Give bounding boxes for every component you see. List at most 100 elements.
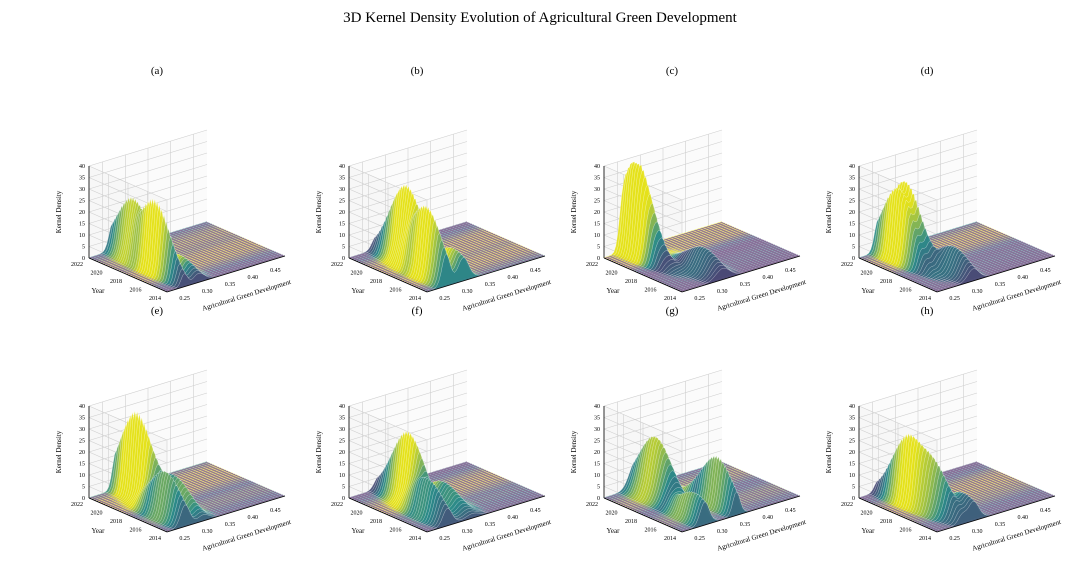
panel-label: (g)	[665, 305, 679, 317]
x-tick-label: 0.40	[762, 275, 773, 281]
y-tick-label: 2018	[625, 279, 637, 285]
z-axis-title: Kernel Density	[825, 190, 833, 233]
y-axis-line	[88, 257, 168, 293]
density-surface	[858, 181, 1056, 293]
x-axis-line	[426, 495, 546, 533]
y-axis-line	[603, 257, 683, 293]
z-tick-label: 40	[594, 164, 600, 170]
z-tick-label: 0	[597, 496, 600, 502]
density-surface	[858, 432, 1056, 533]
z-tick-label: 5	[597, 245, 600, 251]
panel-label: (c)	[665, 65, 679, 77]
x-axis-line	[936, 495, 1056, 533]
x-axis-line	[681, 255, 801, 293]
z-tick-label: 20	[594, 210, 600, 216]
z-tick-label: 15	[594, 462, 600, 468]
z-tick-label: 25	[79, 439, 85, 445]
panel-e: (e) 0.25 0.30 0.35 0.40 0.45 2014 2016 2018 2020 2…	[22, 305, 292, 565]
z-tick-label: 40	[79, 164, 85, 170]
x-tick-label: 0.35	[740, 282, 751, 288]
z-tick-label: 30	[849, 187, 855, 193]
y-axis-line	[88, 497, 168, 533]
y-tick-label: 2018	[880, 279, 892, 285]
z-tick-label: 5	[342, 485, 345, 491]
y-tick-label: 2018	[110, 519, 122, 525]
panel-label: (a)	[150, 65, 164, 77]
z-tick-label: 30	[339, 427, 345, 433]
z-tick-label: 25	[594, 199, 600, 205]
z-axis-title: Kernel Density	[315, 190, 323, 233]
surface-plot: 0.25 0.30 0.35 0.40 0.45 2014 2016 2018 2020 2022…	[315, 369, 552, 553]
z-axis-title: Kernel Density	[825, 430, 833, 473]
y-tick-label: 2014	[149, 536, 161, 542]
z-tick-label: 20	[849, 210, 855, 216]
z-axis-title: Kernel Density	[570, 430, 578, 473]
y-axis-title: Year	[862, 527, 876, 535]
y-axis-line	[348, 497, 428, 533]
x-tick-label: 0.30	[972, 529, 983, 535]
y-tick-label: 2018	[370, 519, 382, 525]
surface-slice	[681, 491, 801, 533]
z-tick-label: 35	[339, 176, 345, 182]
x-tick-label: 0.35	[485, 282, 496, 288]
z-axis-title: Kernel Density	[315, 430, 323, 473]
y-tick-label: 2020	[91, 271, 103, 277]
y-axis-title: Year	[92, 527, 106, 535]
z-tick-label: 25	[339, 199, 345, 205]
x-tick-label: 0.35	[995, 522, 1006, 528]
z-tick-label: 5	[342, 245, 345, 251]
y-tick-label: 2018	[370, 279, 382, 285]
y-tick-label: 2014	[664, 536, 676, 542]
surface-plot: 0.25 0.30 0.35 0.40 0.45 2014 2016 2018 2020 2022…	[570, 369, 807, 553]
z-tick-label: 30	[339, 187, 345, 193]
x-tick-label: 0.35	[740, 522, 751, 528]
z-tick-label: 40	[594, 404, 600, 410]
z-tick-label: 40	[339, 164, 345, 170]
x-axis-line	[681, 495, 801, 533]
y-tick-label: 2014	[919, 536, 931, 542]
x-tick-label: 0.25	[694, 296, 705, 302]
y-tick-label: 2016	[390, 288, 402, 294]
x-tick-label: 0.30	[462, 289, 473, 295]
surface-plot: 0.25 0.30 0.35 0.40 0.45 2014 2016 2018 2020 2022…	[825, 369, 1062, 553]
z-tick-label: 10	[849, 233, 855, 239]
z-tick-label: 0	[342, 256, 345, 262]
x-tick-label: 0.40	[1017, 515, 1027, 521]
density-surface	[348, 429, 546, 533]
z-tick-label: 35	[79, 416, 85, 422]
z-tick-label: 40	[849, 164, 855, 170]
z-tick-label: 20	[79, 210, 85, 216]
z-tick-label: 15	[79, 222, 85, 228]
x-axis-line	[426, 255, 546, 293]
z-tick-label: 15	[849, 222, 855, 228]
x-tick-label: 0.40	[762, 515, 773, 521]
z-tick-label: 40	[849, 404, 855, 410]
z-tick-label: 10	[339, 473, 345, 479]
z-tick-label: 20	[339, 210, 345, 216]
z-tick-label: 5	[852, 485, 855, 491]
y-tick-label: 2018	[110, 279, 122, 285]
panel-label: (e)	[150, 305, 164, 317]
y-tick-label: 2022	[331, 262, 343, 268]
y-tick-label: 2020	[861, 511, 873, 517]
y-tick-label: 2020	[606, 271, 618, 277]
z-tick-label: 20	[594, 450, 600, 456]
x-tick-label: 0.40	[507, 275, 518, 281]
y-axis-title: Year	[862, 287, 876, 295]
x-tick-label: 0.35	[225, 522, 236, 528]
x-tick-label: 0.30	[972, 289, 983, 295]
y-tick-label: 2022	[71, 502, 83, 508]
x-tick-label: 0.35	[995, 282, 1006, 288]
y-axis-line	[858, 257, 938, 293]
y-tick-label: 2016	[390, 528, 402, 534]
x-tick-label: 0.45	[270, 268, 281, 274]
z-axis-title: Kernel Density	[55, 430, 63, 473]
x-tick-label: 0.35	[225, 282, 236, 288]
panel-h: (h) 0.25 0.30 0.35 0.40 0.45 2014 2016 2018 2020 2…	[792, 305, 1062, 565]
density-surface	[348, 183, 546, 293]
y-tick-label: 2020	[91, 511, 103, 517]
surface-plot: 0.25 0.30 0.35 0.40 0.45 2014 2016 2018 2020 2022…	[55, 129, 292, 313]
panel-a: (a) 0.25 0.30 0.35 0.40 0.45 2014 2016 2018 2020 2…	[22, 65, 292, 325]
z-tick-label: 0	[342, 496, 345, 502]
density-surface	[88, 410, 286, 533]
